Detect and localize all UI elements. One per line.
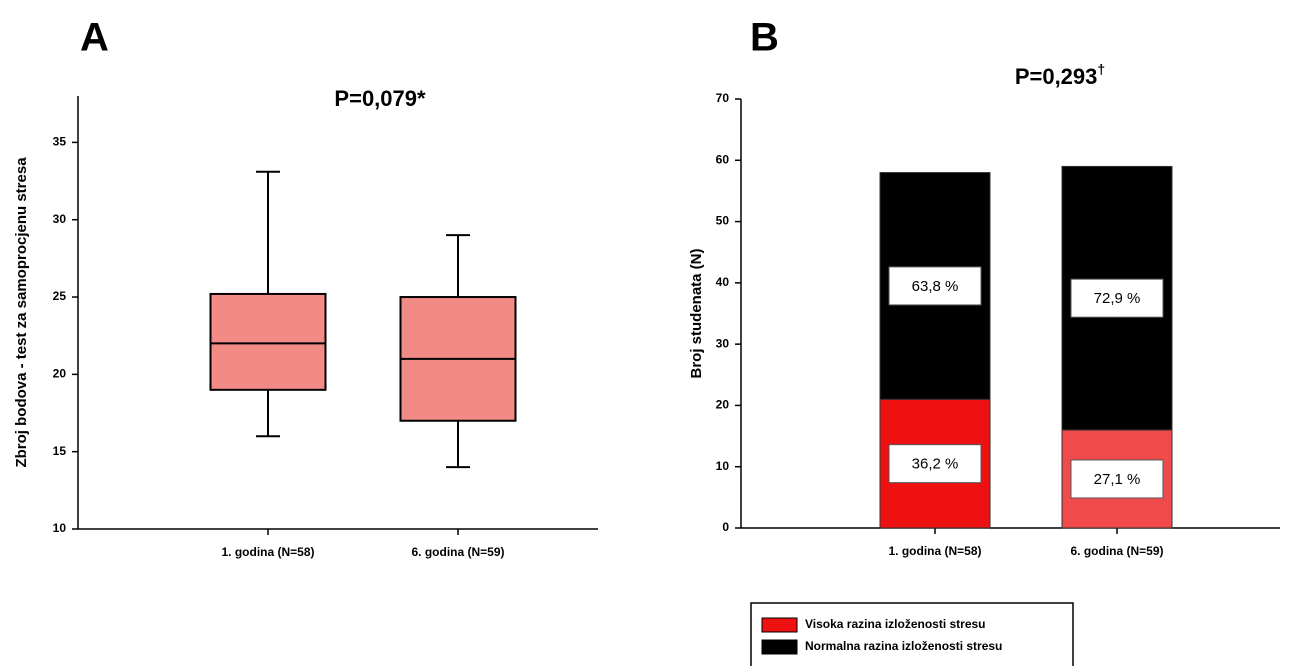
y-tick-label: 35 xyxy=(53,135,67,149)
x-tick-label: 6. godina (N=59) xyxy=(1070,544,1163,558)
share-label-box xyxy=(888,444,982,484)
y-axis-label: Broj studenata (N) xyxy=(688,248,705,378)
y-tick-label: 0 xyxy=(722,520,729,534)
panel-label: A xyxy=(80,16,109,60)
y-axis-label: Zbroj bodova - test za samoprocjenu stre… xyxy=(13,157,30,468)
y-tick-label: 15 xyxy=(53,444,67,458)
chart-title-text: P=0,079* xyxy=(334,86,426,111)
share-label-box xyxy=(888,266,982,306)
y-tick-label: 70 xyxy=(716,91,730,105)
y-tick-label: 30 xyxy=(53,212,67,226)
y-tick-label: 50 xyxy=(716,214,730,228)
y-tick-label: 10 xyxy=(53,521,67,535)
share-label-box xyxy=(1070,278,1164,318)
chart-title-mark: † xyxy=(1097,61,1105,77)
y-tick-label: 60 xyxy=(716,152,730,166)
legend-swatch xyxy=(761,639,798,655)
x-tick-label: 6. godina (N=59) xyxy=(411,545,504,559)
legend-label: Visoka razina izloženosti stresu xyxy=(805,617,986,631)
share-label-box xyxy=(1070,459,1164,499)
legend-label: Normalna razina izloženosti stresu xyxy=(805,639,1002,653)
chart-title: P=0,293† xyxy=(1015,61,1105,89)
y-tick-label: 40 xyxy=(716,275,730,289)
panel-label: B xyxy=(750,16,779,60)
share-label: 27,1 % xyxy=(1094,471,1141,488)
chart-title-text: P=0,293 xyxy=(1015,64,1098,89)
y-tick-label: 25 xyxy=(53,289,67,303)
x-tick-label: 1. godina (N=58) xyxy=(888,544,981,558)
chart-title: P=0,079* xyxy=(334,86,426,111)
x-tick-label: 1. godina (N=58) xyxy=(221,545,314,559)
share-label: 72,9 % xyxy=(1094,290,1141,307)
share-label: 63,8 % xyxy=(912,278,959,295)
legend-box xyxy=(750,602,1074,666)
legend-swatch xyxy=(761,617,798,633)
y-tick-label: 20 xyxy=(53,367,67,381)
share-label: 36,2 % xyxy=(912,456,959,473)
y-tick-label: 20 xyxy=(716,398,730,412)
y-tick-label: 10 xyxy=(716,459,730,473)
y-tick-label: 30 xyxy=(716,336,730,350)
box xyxy=(209,292,327,391)
